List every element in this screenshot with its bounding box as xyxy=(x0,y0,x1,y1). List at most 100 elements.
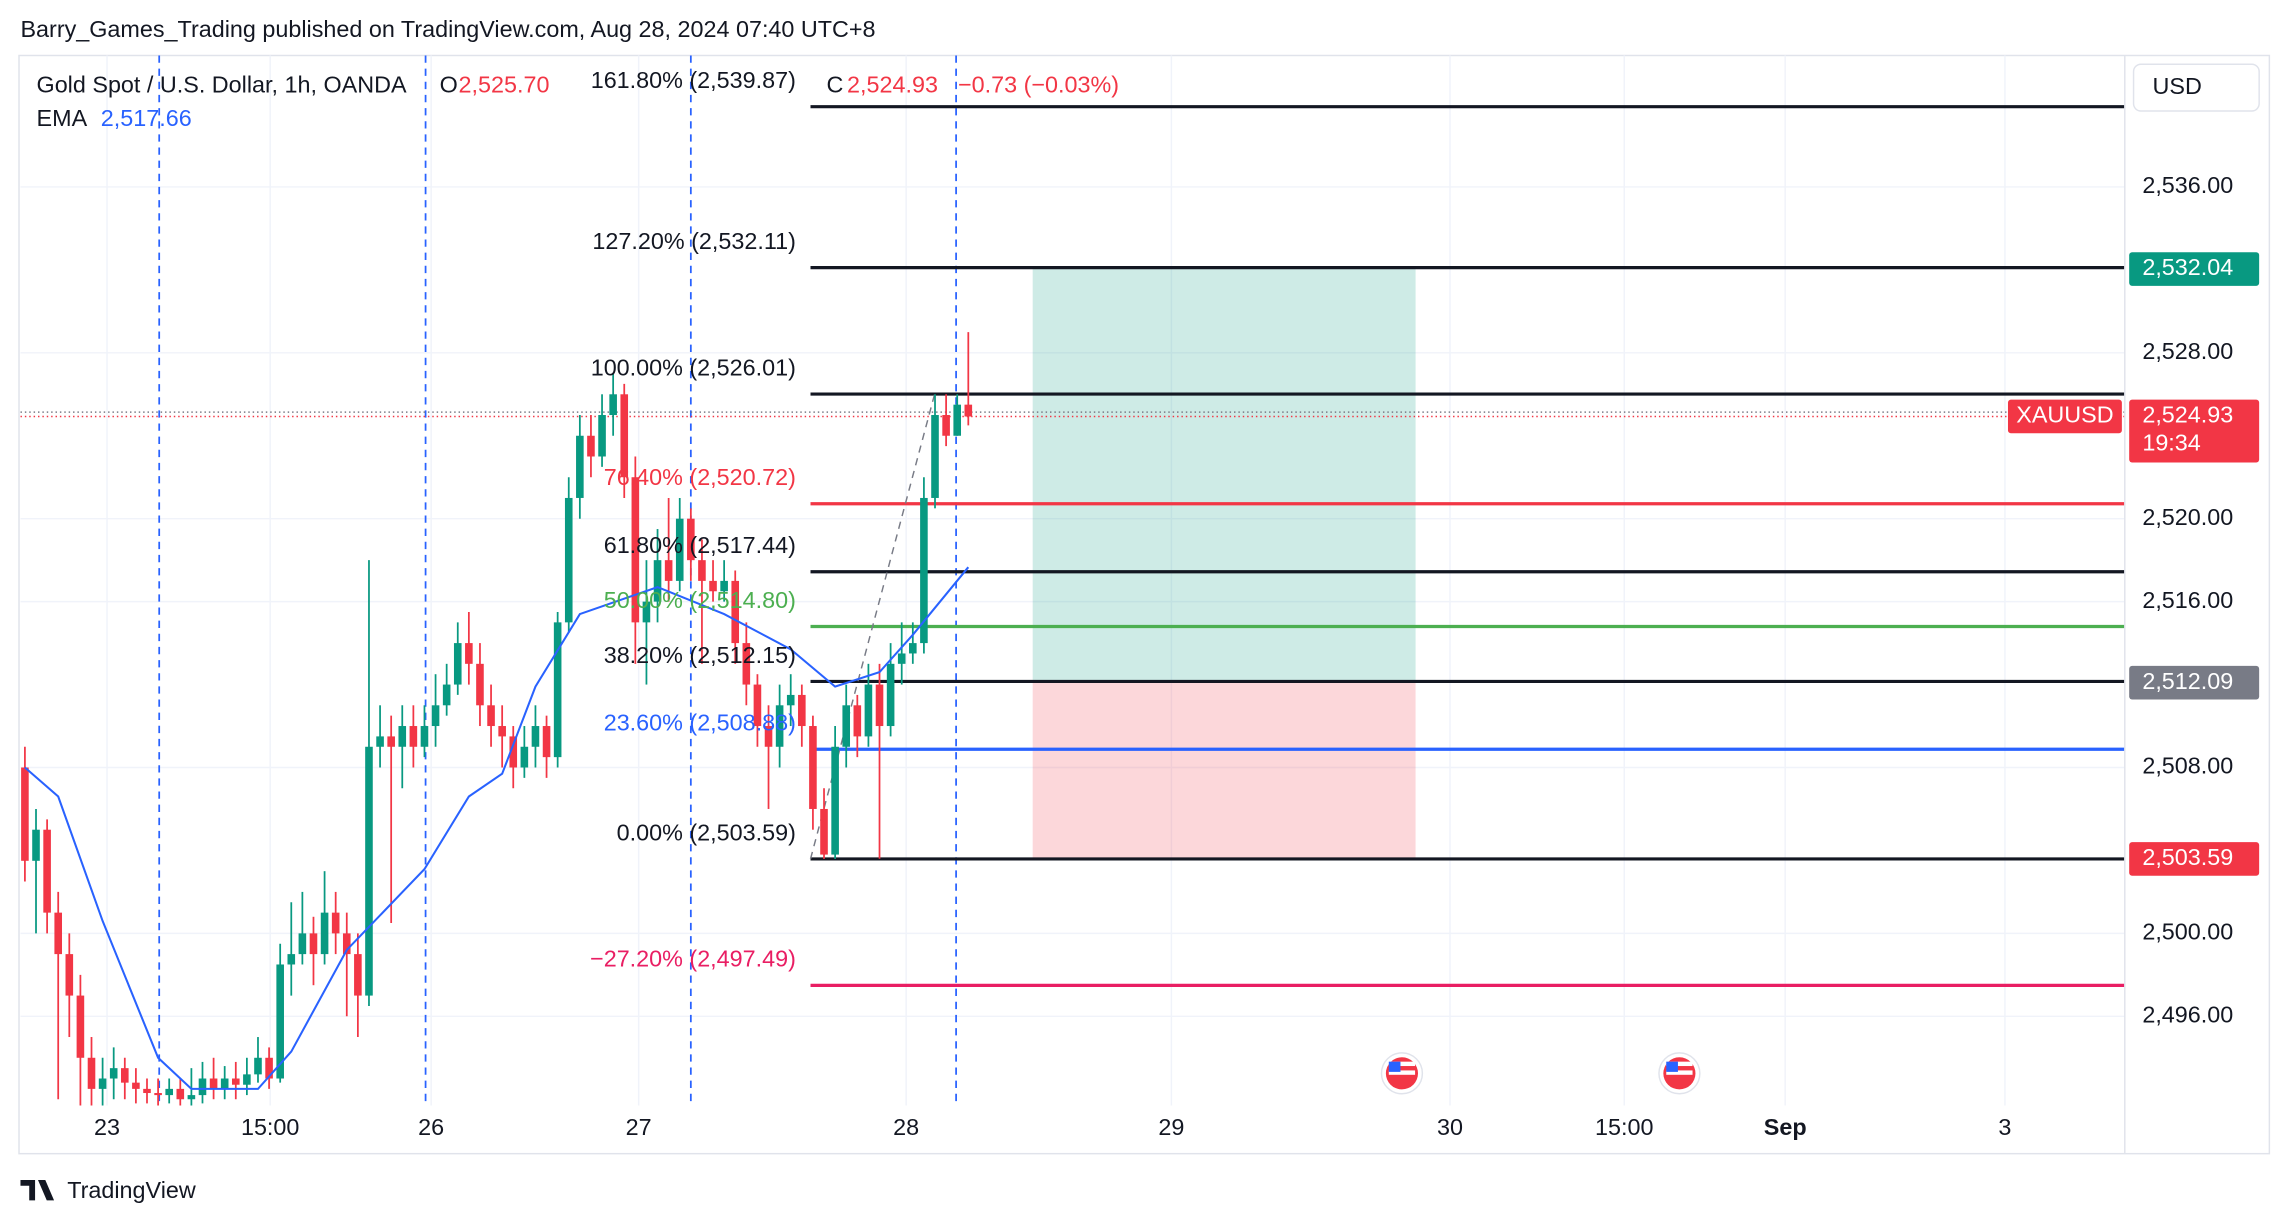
candle-body xyxy=(576,435,584,498)
open-value: 2,525.70 xyxy=(459,71,550,97)
candle-body xyxy=(320,912,329,955)
candle-body xyxy=(931,415,939,498)
candle-body xyxy=(653,560,662,602)
candle-body xyxy=(709,580,717,592)
candle-body xyxy=(920,497,928,644)
candle-body xyxy=(265,1057,273,1079)
candle-body xyxy=(121,1068,129,1083)
candle-body xyxy=(798,694,806,727)
candle-body xyxy=(420,726,429,747)
candle-body xyxy=(909,643,917,654)
x-tick-label: 3 xyxy=(1998,1114,2011,1140)
frame xyxy=(18,54,2271,1155)
candle-body xyxy=(209,1078,218,1089)
profit-zone xyxy=(1032,269,1416,683)
candle-body xyxy=(176,1088,185,1100)
candle-body xyxy=(897,653,906,664)
candle-body xyxy=(809,726,817,809)
x-tick-label: 30 xyxy=(1437,1114,1463,1140)
candle-body xyxy=(487,705,495,727)
candle-body xyxy=(287,954,296,965)
candle-body xyxy=(531,726,540,747)
fib-label: 23.60% (2,508.88) xyxy=(604,710,796,736)
candle-body xyxy=(498,726,506,737)
candle-body xyxy=(642,601,651,623)
candle-body xyxy=(132,1082,140,1089)
close-label: C xyxy=(827,71,844,97)
candle-body xyxy=(942,415,950,436)
candle-body xyxy=(564,497,573,623)
ema-name: EMA xyxy=(37,105,88,131)
candle-body xyxy=(409,726,418,747)
fib-label: 76.40% (2,520.72) xyxy=(604,464,796,490)
price-box xyxy=(2129,252,2260,286)
candle-body xyxy=(831,746,839,855)
candle-body xyxy=(154,1093,162,1096)
price-box-label: 2,503.59 xyxy=(2142,844,2233,870)
candle-body xyxy=(387,736,395,747)
candle-body xyxy=(853,705,862,737)
candle-body xyxy=(820,808,828,855)
candle-body xyxy=(243,1074,251,1085)
candle-body xyxy=(664,560,673,581)
candle-body xyxy=(76,995,85,1058)
x-tick-label: 15:00 xyxy=(241,1114,299,1140)
candle-body xyxy=(476,663,484,706)
x-tick-label: 29 xyxy=(1158,1114,1184,1140)
countdown: 19:34 xyxy=(2142,429,2200,455)
candle-body xyxy=(609,394,617,416)
candle-body xyxy=(509,736,518,768)
candle-body xyxy=(786,694,795,706)
candle-body xyxy=(231,1078,240,1085)
fib-label: 50.00% (2,514.80) xyxy=(604,587,796,613)
loss-zone xyxy=(1032,682,1416,859)
candle-body xyxy=(87,1057,96,1089)
last-price-box xyxy=(2129,399,2260,463)
event-flag xyxy=(1380,1052,1424,1095)
candle-body xyxy=(109,1068,118,1079)
fib-label: 0.00% (2,503.59) xyxy=(617,819,796,845)
brand: TradingView xyxy=(67,1177,196,1203)
candle-body xyxy=(465,643,473,664)
candle-body xyxy=(198,1078,207,1096)
currency-button[interactable] xyxy=(2132,63,2260,112)
candle-body xyxy=(764,726,773,747)
candle-body xyxy=(620,394,629,478)
candle-body xyxy=(165,1088,173,1096)
candle-body xyxy=(953,404,962,436)
y-tick-label: 2,500.00 xyxy=(2142,919,2233,945)
fib-label: 61.80% (2,517.44) xyxy=(604,532,796,558)
ema-line xyxy=(24,566,970,1090)
candle-body xyxy=(309,933,318,955)
currency: USD xyxy=(2153,73,2202,99)
y-tick-label: 2,536.00 xyxy=(2142,172,2233,198)
candle-body xyxy=(342,933,351,955)
candle-body xyxy=(276,964,284,1079)
candle-body xyxy=(731,580,740,644)
candle-body xyxy=(143,1088,151,1094)
close-value: 2,524.93 xyxy=(847,71,938,97)
symbol-label: XAUUSD xyxy=(2016,402,2113,428)
fib-label: 161.80% (2,539.87) xyxy=(591,67,796,93)
plot-area xyxy=(20,55,2125,1106)
y-tick-label: 2,496.00 xyxy=(2142,1001,2233,1027)
candle-body xyxy=(553,622,562,758)
y-tick-label: 2,520.00 xyxy=(2142,504,2233,530)
fib-label: 127.20% (2,532.11) xyxy=(592,228,795,254)
candle-body xyxy=(587,435,595,457)
candle-body xyxy=(753,684,762,727)
x-tick-label: 28 xyxy=(893,1114,919,1140)
price-box xyxy=(2129,842,2260,876)
y-tick-label: 2,508.00 xyxy=(2142,753,2233,779)
symbol-box xyxy=(2007,399,2122,434)
candle-body xyxy=(453,643,462,685)
ema-value: 2,517.66 xyxy=(101,105,192,131)
candle-body xyxy=(354,954,362,996)
symbol-title: Gold Spot / U.S. Dollar, 1h, OANDA xyxy=(37,71,407,97)
candle-body xyxy=(886,663,895,727)
price-box-label: 2,512.09 xyxy=(2142,668,2233,694)
candle-body xyxy=(520,746,529,768)
price-box xyxy=(2129,665,2260,700)
fib-label: 38.20% (2,512.15) xyxy=(604,642,796,668)
